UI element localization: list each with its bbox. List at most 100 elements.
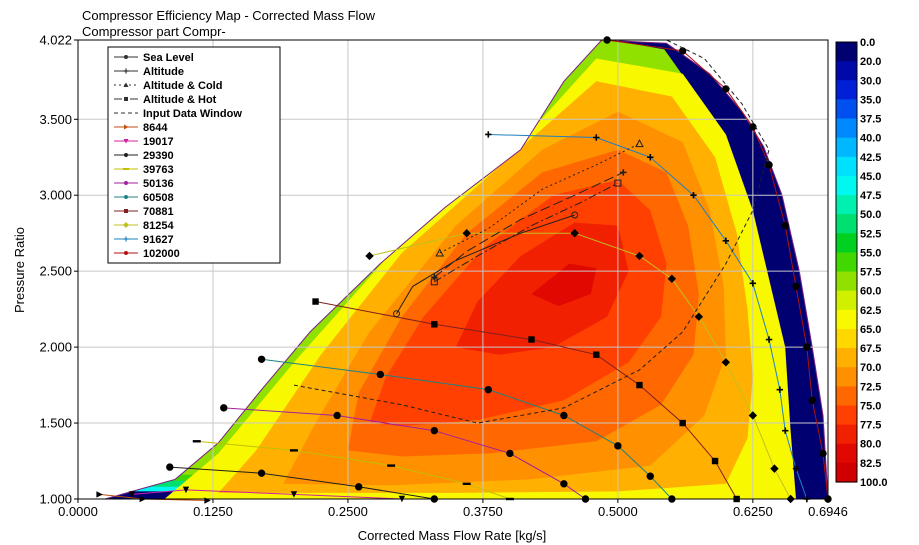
legend-entry: 102000: [114, 248, 180, 260]
colorbar-cell: [836, 309, 857, 330]
y-tick-label: 2.000: [39, 340, 72, 355]
legend-label: 60508: [143, 192, 174, 204]
speed-line-point: [635, 251, 644, 261]
colorbar-label: 72.5: [860, 381, 881, 393]
speed-line-point: [128, 491, 136, 498]
plot-frame: [77, 39, 829, 500]
x-tick-label: 0.6946: [808, 504, 848, 519]
speed-line-point: [192, 440, 201, 443]
speed-line-point: [614, 442, 622, 450]
speed-line-point: [636, 381, 643, 389]
legend-marker: [124, 209, 128, 213]
axes: 0.0000 0.1250 0.2500 0.3750 0.5000 0.6250 0.69…: [39, 33, 847, 520]
legend-entry: 81254: [114, 220, 174, 232]
speed-line-point: [593, 351, 600, 358]
speed-line-point: [560, 480, 568, 488]
colorbar-label: 0.0: [860, 37, 875, 49]
colorbar-label: 42.5: [860, 152, 881, 164]
speed-line-point: [431, 321, 438, 328]
speed-line-point: [462, 482, 471, 486]
speed-line-point: [290, 491, 298, 498]
x-axis-label: Corrected Mass Flow Rate [kg/s]: [358, 528, 547, 543]
y-tick-label: 1.000: [39, 492, 72, 507]
efficiency-regions: [78, 39, 829, 500]
legend-marker: [124, 55, 128, 59]
speed-line-point: [690, 192, 697, 199]
legend-label: Altitude: [143, 66, 184, 78]
speed-line-point: [257, 469, 266, 477]
operating-point: [614, 179, 622, 187]
speed-line-path: [131, 489, 402, 500]
legend-label: Altitude & Hot: [143, 94, 217, 106]
operating-line-path: [396, 214, 575, 314]
legend-entry: 29390: [114, 150, 174, 162]
colorbar-label: 60.0: [860, 286, 881, 298]
speed-line-point: [808, 396, 816, 404]
colorbar-label: 57.5: [860, 267, 881, 279]
colorbar-cell: [836, 175, 857, 196]
colorbar-label: 62.5: [860, 305, 881, 317]
x-tick-label: 0.2500: [328, 504, 368, 519]
legend-entry: 60508: [114, 192, 174, 204]
colorbar-label: 70.0: [860, 362, 881, 374]
legend-marker: [124, 251, 128, 255]
speed-line-point: [646, 472, 654, 480]
colorbar-cell: [836, 99, 857, 120]
legend-label: 19017: [143, 136, 174, 148]
y-axis-label: Pressure Ratio: [12, 227, 27, 313]
speed-line-point: [647, 154, 654, 161]
legend-entry: Sea Level: [114, 52, 194, 64]
colorbar-label: 40.0: [860, 133, 881, 145]
colorbar-label: 35.0: [860, 94, 881, 106]
legend-label: 8644: [143, 122, 168, 134]
legend-marker: [123, 139, 129, 144]
x-tick-label: 0.1250: [193, 504, 233, 519]
colorbar-cell: [836, 252, 857, 273]
legend-marker: [123, 236, 129, 242]
colorbar-label: 82.5: [860, 458, 881, 470]
colorbar-cell: [836, 424, 857, 445]
colorbar-label: 77.5: [860, 420, 881, 432]
legend-label: 70881: [143, 206, 174, 218]
operating-lines: [393, 139, 644, 318]
colorbar-label: 100.0: [860, 477, 888, 489]
speed-line-point: [776, 386, 784, 393]
speed-line-path: [315, 301, 738, 500]
operating-point: [571, 211, 579, 219]
legend-entry: 39763: [114, 164, 174, 176]
operating-point: [620, 169, 627, 176]
speed-line-point: [679, 419, 686, 427]
colorbar-label: 75.0: [860, 400, 881, 412]
colorbar-cell: [836, 367, 857, 387]
colorbar-label: 65.0: [860, 324, 881, 336]
speed-line-point: [711, 457, 719, 465]
legend-label: Altitude & Cold: [143, 80, 222, 92]
y-tick-label: 3.500: [39, 112, 72, 127]
speed-line-point: [312, 298, 319, 305]
colorbar-label: 37.5: [860, 114, 881, 126]
colorbar-cell: [836, 462, 857, 483]
efficiency-region-80-0: [531, 263, 597, 307]
speed-line-point: [765, 336, 773, 343]
speed-line-point: [355, 483, 363, 491]
colorbar-label: 30.0: [860, 75, 881, 87]
speed-line-point: [560, 411, 568, 420]
speed-line-point: [506, 449, 514, 458]
speed-line-point: [721, 358, 731, 367]
legend-label: 91627: [143, 234, 174, 246]
colorbar-cell: [836, 195, 857, 215]
colorbar-label: 80.0: [860, 439, 881, 451]
operating-line-path: [439, 143, 640, 254]
speed-line-point: [289, 449, 298, 452]
colorbar-cell: [836, 214, 857, 234]
y-tick-label: 3.000: [39, 188, 72, 203]
colorbar-label: 45.0: [860, 171, 881, 183]
operating-line-path: [433, 171, 624, 278]
speed-line-point: [781, 221, 789, 230]
speed-line-path: [169, 466, 435, 500]
speed-line-point: [484, 385, 493, 394]
operating-line-altitude: [431, 169, 627, 281]
operating-point: [393, 310, 401, 318]
speed-line-point: [782, 427, 789, 434]
speed-line-point: [678, 47, 687, 55]
